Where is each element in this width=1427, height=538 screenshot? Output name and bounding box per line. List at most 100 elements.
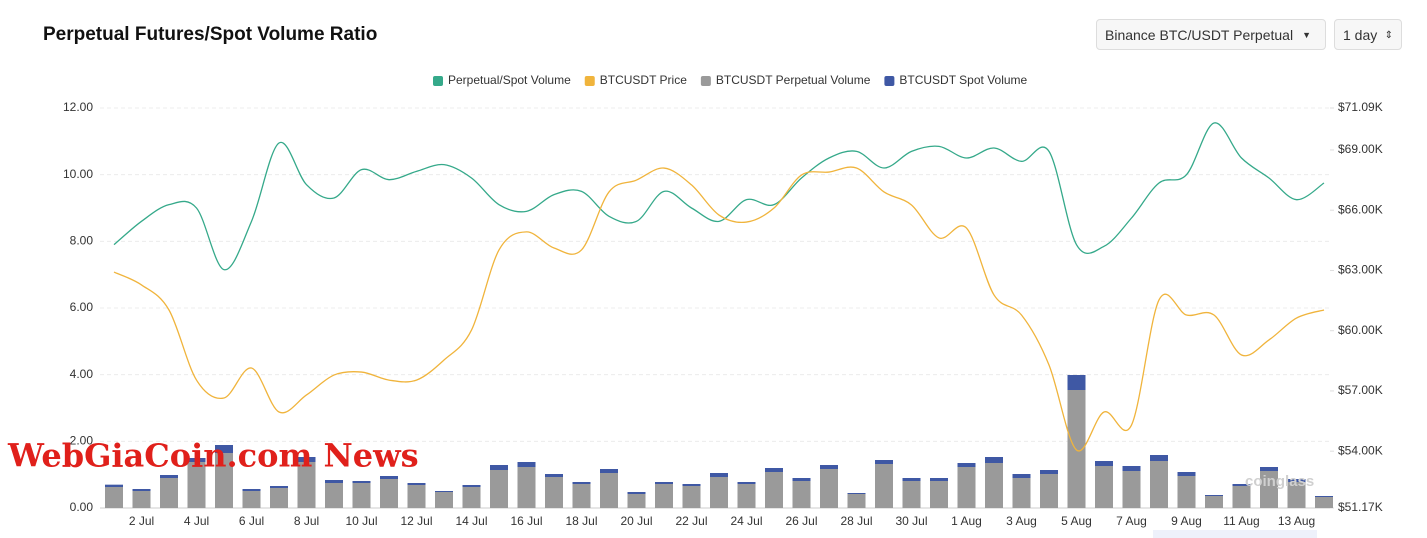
bar — [215, 445, 233, 453]
bar — [132, 491, 151, 508]
y2-tick-label: $71.09K — [1338, 100, 1383, 114]
x-tick-label: 2 Jul — [129, 514, 154, 528]
legend-swatch[interactable] — [433, 76, 443, 86]
bar — [187, 458, 206, 462]
x-tick-label: 11 Aug — [1223, 514, 1259, 528]
bar — [380, 476, 398, 479]
bar — [1040, 474, 1058, 508]
bar — [1150, 455, 1168, 461]
bar — [352, 481, 371, 483]
bar — [600, 469, 618, 473]
x-tick-label: 8 Jul — [294, 514, 319, 528]
bar — [517, 467, 536, 508]
bar — [820, 469, 838, 508]
y-tick-label: 6.00 — [70, 300, 94, 314]
x-tick-label: 26 Jul — [785, 514, 817, 528]
x-tick-label: 7 Aug — [1116, 514, 1147, 528]
bar — [1177, 472, 1196, 476]
x-tick-label: 20 Jul — [620, 514, 652, 528]
bar — [1040, 470, 1058, 474]
y-tick-label: 4.00 — [70, 367, 94, 381]
x-tick-label: 28 Jul — [840, 514, 872, 528]
bar — [1012, 478, 1031, 508]
legend-swatch[interactable] — [584, 76, 595, 86]
legend-label[interactable]: Perpetual/Spot Volume — [448, 73, 571, 87]
bar — [270, 488, 288, 508]
x-tick-label: 18 Jul — [565, 514, 597, 528]
bar — [462, 485, 481, 487]
bar — [710, 477, 728, 508]
bar — [682, 484, 701, 486]
bar — [1067, 375, 1086, 390]
bar — [490, 470, 508, 508]
bar — [187, 462, 206, 508]
bar — [930, 481, 948, 508]
bar — [765, 472, 783, 508]
y-tick-label: 0.00 — [70, 500, 94, 514]
interval-select[interactable]: 1 day ⇕ — [1334, 19, 1402, 50]
bar — [105, 484, 123, 487]
legend-swatch[interactable] — [884, 76, 895, 86]
bar — [435, 492, 453, 508]
bar — [1315, 497, 1333, 508]
bar — [160, 478, 178, 508]
bar — [1287, 482, 1306, 508]
x-tick-label: 12 Jul — [400, 514, 432, 528]
bar — [1177, 476, 1196, 508]
bar — [325, 480, 343, 483]
bar — [847, 494, 866, 508]
bar — [270, 486, 288, 488]
x-tick-label: 3 Aug — [1006, 514, 1037, 528]
bar — [985, 457, 1003, 463]
legend-label[interactable]: BTCUSDT Spot Volume — [899, 73, 1027, 87]
x-tick-label: 5 Aug — [1061, 514, 1092, 528]
bar — [1205, 495, 1223, 496]
bar — [1260, 467, 1278, 471]
y2-tick-label: $63.00K — [1338, 263, 1383, 277]
x-tick-label: 10 Jul — [345, 514, 377, 528]
legend-label[interactable]: BTCUSDT Perpetual Volume — [716, 73, 871, 87]
bar — [435, 491, 453, 492]
legend-swatch[interactable] — [700, 76, 711, 86]
bar — [930, 478, 948, 481]
legend-label[interactable]: BTCUSDT Price — [600, 73, 687, 87]
bar — [820, 465, 838, 469]
bar — [325, 483, 343, 508]
bar — [1095, 466, 1113, 508]
y2-tick-label: $51.17K — [1338, 500, 1383, 514]
y-tick-label: 2.00 — [70, 434, 94, 448]
bar — [875, 460, 893, 464]
bar — [242, 491, 261, 508]
bar — [105, 487, 123, 508]
bar — [490, 465, 508, 470]
bar — [380, 479, 398, 508]
bar — [132, 489, 151, 491]
bar — [1287, 479, 1306, 482]
bar — [1232, 486, 1251, 508]
y-tick-label: 8.00 — [70, 234, 94, 248]
bar — [627, 494, 646, 508]
bar — [985, 463, 1003, 508]
bar — [462, 487, 481, 508]
line — [113, 122, 1325, 271]
x-tick-label: 22 Jul — [675, 514, 707, 528]
bar — [957, 463, 976, 467]
y-tick-label: 10.00 — [63, 167, 93, 181]
y2-tick-label: $54.00K — [1338, 443, 1383, 457]
bar — [572, 482, 591, 484]
x-tick-label: 16 Jul — [510, 514, 542, 528]
x-tick-label: 30 Jul — [895, 514, 927, 528]
bar — [160, 475, 178, 478]
x-tick-label: 9 Aug — [1171, 514, 1202, 528]
watermark: WebGiaCoin.com News — [7, 437, 419, 475]
pair-select[interactable]: Binance BTC/USDT Perpetual ▼ — [1096, 19, 1326, 50]
y-tick-label: 12.00 — [63, 100, 93, 114]
x-tick-label: 14 Jul — [455, 514, 487, 528]
pair-select-label: Binance BTC/USDT Perpetual — [1105, 27, 1294, 43]
bar — [352, 483, 371, 508]
bar — [545, 477, 563, 508]
bar — [1205, 496, 1223, 508]
bar — [517, 462, 536, 467]
range-slider[interactable] — [1153, 530, 1317, 538]
